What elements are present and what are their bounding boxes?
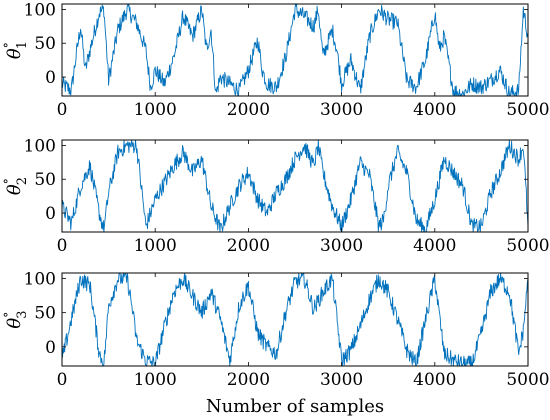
series-line-2-1 [62,140,528,232]
x-tick-label: 0 [57,100,68,120]
axes-box-2 [61,139,529,233]
y-tick-label: 100 [24,269,56,289]
y-tick-label: 0 [45,338,56,358]
y-axis-label-1: θ°1 [2,41,30,59]
x-tick-label: 1000 [134,236,177,256]
x-tick-label: 5000 [506,370,549,390]
x-tick-label: 3000 [320,100,363,120]
y-tick-label: 100 [24,0,56,20]
x-tick-label: 5000 [506,100,549,120]
x-tick-label: 4000 [413,100,456,120]
series-line-3-1 [62,273,528,366]
x-tick-label: 1000 [134,100,177,120]
x-tick-label: 3000 [320,370,363,390]
panel-2: 0 1000 2000 3000 4000 5000 0 50 100 θ°2 [2,136,550,256]
y-tick-label: 50 [34,170,56,190]
y-axis-label-3: θ°3 [2,310,30,328]
x-tick-label: 3000 [320,236,363,256]
x-tick-label: 4000 [413,236,456,256]
x-tick-label: 2000 [227,236,270,256]
x-tick-label: 0 [57,370,68,390]
y-tick-label: 100 [24,136,56,156]
axes-box-3 [61,272,529,367]
x-tick-label: 1000 [134,370,177,390]
x-tick-label: 4000 [413,370,456,390]
axes-box-1 [61,3,529,97]
x-axis-label: Number of samples [206,396,384,417]
y-tick-label: 0 [45,68,56,88]
panel-1: 0 1000 2000 3000 4000 5000 0 50 100 θ°1 [2,0,550,120]
x-tick-label: 2000 [227,100,270,120]
x-tick-label: 0 [57,236,68,256]
x-tick-label: 2000 [227,370,270,390]
panel-3: 0 1000 2000 3000 4000 5000 0 50 100 θ°3 Number of … [2,269,550,417]
y-tick-label: 0 [45,204,56,224]
y-tick-label: 50 [34,304,56,324]
series-line-1-1 [62,4,528,96]
y-axis-label-2: θ°2 [2,177,30,195]
x-tick-label: 5000 [506,236,549,256]
y-tick-label: 50 [34,34,56,54]
